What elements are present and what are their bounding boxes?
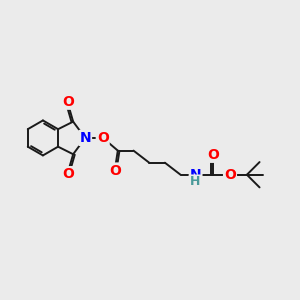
Text: O: O [224,168,236,182]
Text: O: O [207,148,219,162]
Text: O: O [97,131,109,145]
Text: H: H [190,176,200,188]
Text: N: N [80,131,91,145]
Text: O: O [63,167,75,181]
Text: O: O [63,95,75,109]
Text: O: O [110,164,121,178]
Text: N: N [190,168,201,182]
